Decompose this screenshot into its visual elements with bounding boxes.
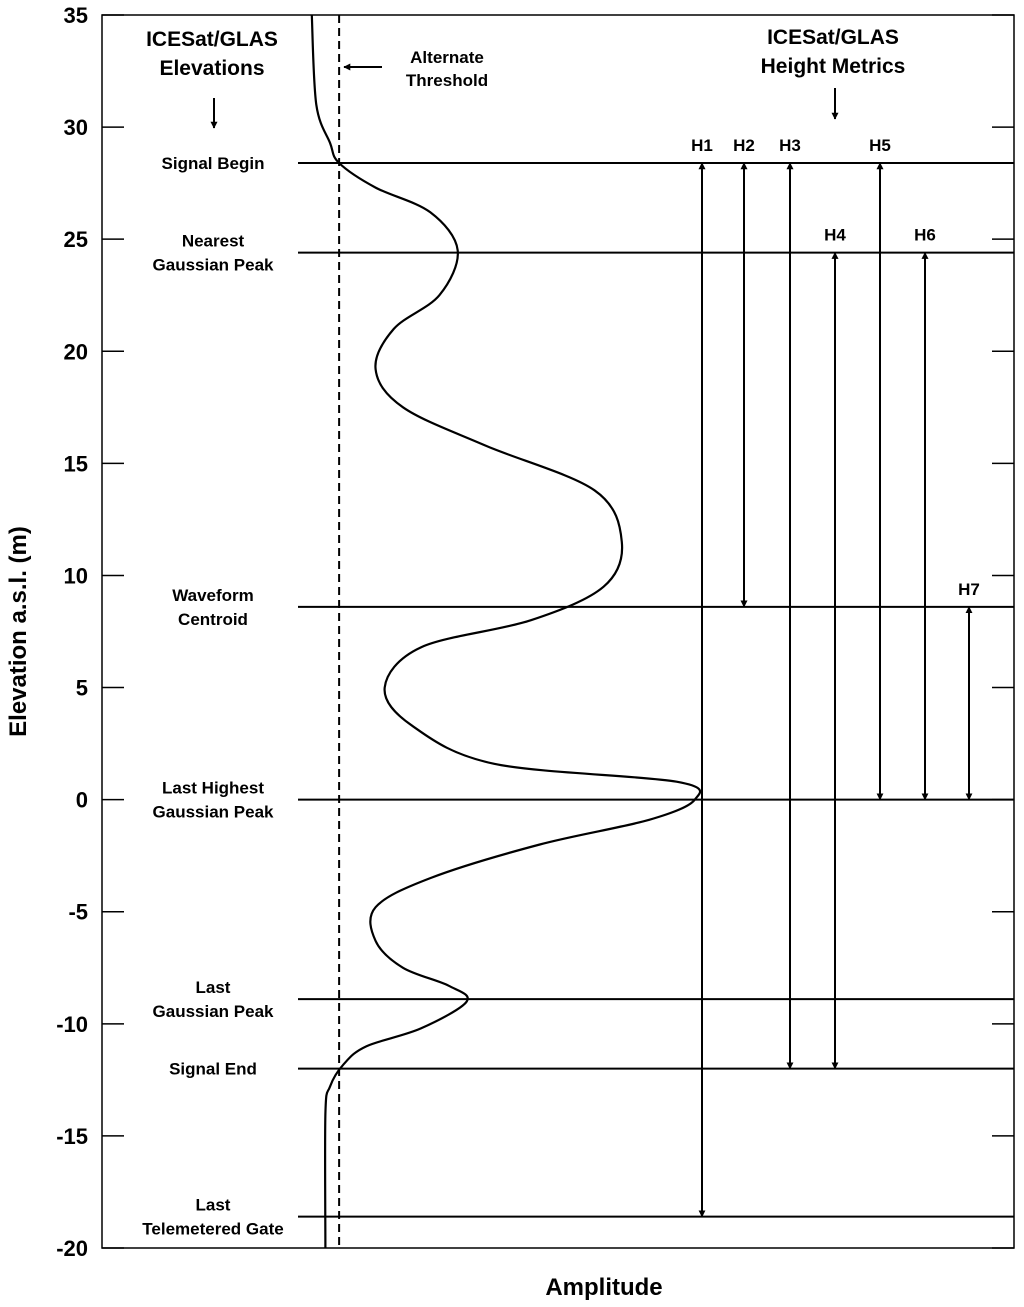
metric-label: H7 [958,580,980,599]
metric-label: H6 [914,226,936,245]
reference-line-label: Nearest [182,232,245,251]
y-tick-label: 5 [76,676,88,701]
metric-label: H3 [779,136,801,155]
x-axis-label: Amplitude [545,1274,662,1301]
y-tick-label: -5 [68,900,88,925]
reference-line-label: Gaussian Peak [153,803,275,822]
y-tick-label: 15 [64,451,88,476]
waveform-series [310,14,702,1249]
right-header-line: Height Metrics [761,55,906,78]
plot-frame [101,14,1015,1249]
threshold-label-line: Threshold [406,71,488,90]
height-metrics: H1 H2 H3 H4 H5 H6 H7 [691,136,980,1218]
metric-label: H4 [824,226,846,245]
y-axis-label: Elevation a.s.l. (m) [5,526,32,737]
threshold-label-line: Alternate [410,48,484,67]
y-tick-label: -10 [56,1012,88,1037]
headers: ICESat/GLAS Elevations ICESat/GLAS Height M… [146,26,906,129]
reference-line-label: Last [196,1196,231,1215]
y-tick-label: -15 [56,1124,88,1149]
y-tick-label: 0 [76,788,88,813]
metric-label: H5 [869,136,891,155]
reference-line-label: Waveform [172,586,254,605]
y-tick-label: 10 [64,563,88,588]
y-axis: 35 30 25 20 15 10 5 0 -5 -10 -15 -20 Elevation a.s.l… [5,3,1014,1301]
metric-label: H2 [733,136,755,155]
reference-line-label: Signal End [169,1060,257,1079]
reference-lines: Signal Begin Nearest Gaussian Peak Waveform… [142,154,1014,1239]
right-header-line: ICESat/GLAS [767,26,899,49]
y-tick-label: -20 [56,1236,88,1261]
y-tick-label: 25 [64,227,88,252]
left-header-line: Elevations [159,57,264,80]
y-tick-label: 30 [64,115,88,140]
reference-line-label: Gaussian Peak [153,256,275,275]
reference-line-label: Last Highest [162,779,264,798]
reference-line-label: Telemetered Gate [142,1220,283,1239]
reference-line-label: Centroid [178,610,248,629]
y-tick-label: 20 [64,339,88,364]
y-tick-label: 35 [64,3,88,28]
left-header-line: ICESat/GLAS [146,28,278,51]
reference-line-label: Last [196,978,231,997]
waveform-line [310,14,702,1249]
reference-line-label: Signal Begin [162,154,265,173]
reference-line-label: Gaussian Peak [153,1002,275,1021]
metric-label: H1 [691,136,713,155]
